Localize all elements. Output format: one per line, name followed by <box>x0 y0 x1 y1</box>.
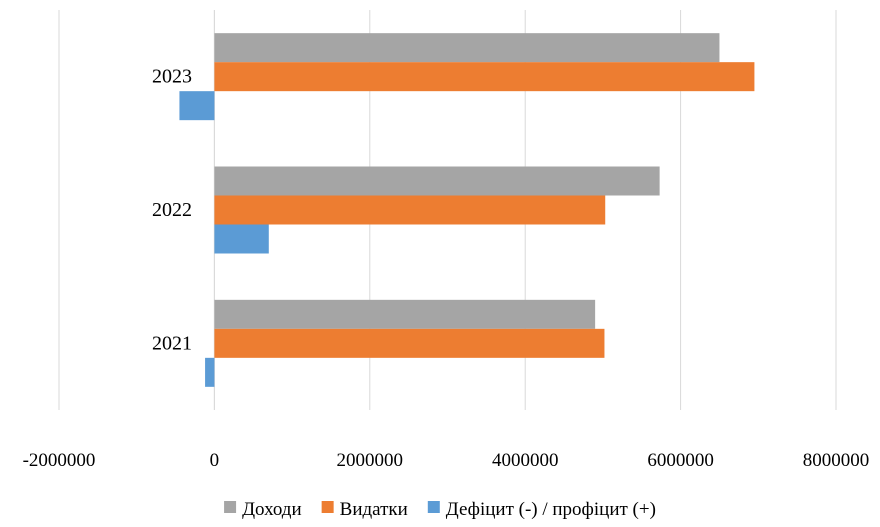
bar-2021-series-1 <box>214 299 596 329</box>
legend-label: Доходи <box>242 499 302 520</box>
bar-2022-series-2 <box>214 195 606 225</box>
bars <box>179 33 755 387</box>
category-label-2022: 2022 <box>152 199 192 221</box>
legend-label: Дефіцит (-) / профіцит (+) <box>446 499 656 520</box>
x-tick-label: 4000000 <box>492 450 559 471</box>
legend-swatch <box>321 501 334 513</box>
legend-item-3: Дефіцит (-) / профіцит (+) <box>427 499 656 520</box>
x-axis-tick-labels: -2000000 0 2000000 4000000 6000000 8000000 <box>23 450 870 471</box>
bar-2022-series-1 <box>214 166 660 196</box>
x-tick-label: 6000000 <box>647 450 714 471</box>
x-tick-label: 0 <box>210 450 220 471</box>
bar-2023-series-2 <box>214 62 755 92</box>
bar-2021-series-2 <box>214 328 605 358</box>
bar-2022-series-3 <box>214 224 269 254</box>
category-labels: 2021 2022 2023 <box>152 66 192 355</box>
bar-2021-series-3 <box>205 357 215 387</box>
legend-item-1: Доходи <box>224 499 302 520</box>
category-label-2021: 2021 <box>152 332 192 354</box>
x-tick-label: 2000000 <box>337 450 404 471</box>
legend-label: Видатки <box>340 499 408 520</box>
bar-2023-series-3 <box>179 91 215 121</box>
x-tick-label: 8000000 <box>803 450 870 471</box>
legend: Доходи Видатки Дефіцит (-) / профіцит (+) <box>224 499 656 520</box>
category-label-2023: 2023 <box>152 66 192 88</box>
x-tick-label: -2000000 <box>23 450 96 471</box>
legend-item-2: Видатки <box>321 499 408 520</box>
legend-swatch <box>427 501 440 513</box>
legend-swatch <box>224 501 237 513</box>
bar-2023-series-1 <box>214 33 720 63</box>
